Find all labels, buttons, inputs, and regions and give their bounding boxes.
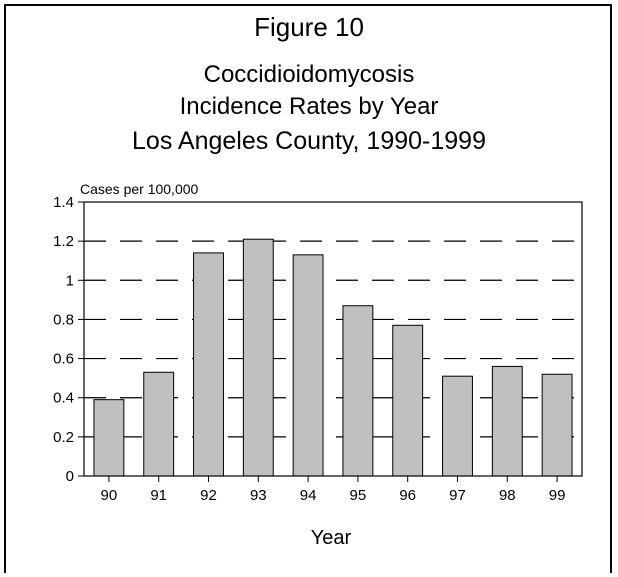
chart-title-line-1: Coccidioidomycosis <box>203 61 415 88</box>
x-tick-label: 97 <box>449 487 466 504</box>
y-tick-label: 1.2 <box>53 233 74 250</box>
x-tick-label: 98 <box>499 487 516 504</box>
x-tick-label: 96 <box>399 487 416 504</box>
y-axis-label: Cases per 100,000 <box>80 181 199 197</box>
y-tick-label: 0.8 <box>53 311 74 328</box>
x-tick-label: 95 <box>350 487 367 504</box>
bar-91 <box>143 371 175 477</box>
bar-90 <box>93 399 125 477</box>
bar-94 <box>292 254 324 477</box>
y-tick-label: 0 <box>66 468 74 485</box>
x-tick-label: 94 <box>300 487 317 504</box>
bar-96 <box>392 324 424 477</box>
x-tick-label: 93 <box>250 487 267 504</box>
x-axis-label: Year <box>311 527 352 549</box>
y-tick-label: 1 <box>66 272 74 289</box>
bar-93 <box>242 238 274 477</box>
y-tick-label: 0.6 <box>53 351 74 368</box>
y-tick-label: 0.2 <box>53 429 74 446</box>
figure-frame <box>4 4 612 573</box>
bar-98 <box>491 365 523 477</box>
plot-frame <box>83 201 583 477</box>
x-tick-label: 90 <box>101 487 118 504</box>
chart-title-line-2: Incidence Rates by Year <box>179 93 439 120</box>
bar-95 <box>342 305 374 477</box>
bar-99 <box>541 373 573 477</box>
x-tick-label: 91 <box>150 487 167 504</box>
y-tick-label: 0.4 <box>53 390 74 407</box>
y-tick-label: 1.4 <box>53 194 74 211</box>
chart-title-line-3: Los Angeles County, 1990-1999 <box>132 127 486 155</box>
figure-label: Figure 10 <box>254 12 364 42</box>
x-tick-label: 99 <box>549 487 566 504</box>
bar-97 <box>442 375 473 477</box>
x-tick-label: 92 <box>200 487 217 504</box>
bar-92 <box>193 252 224 477</box>
